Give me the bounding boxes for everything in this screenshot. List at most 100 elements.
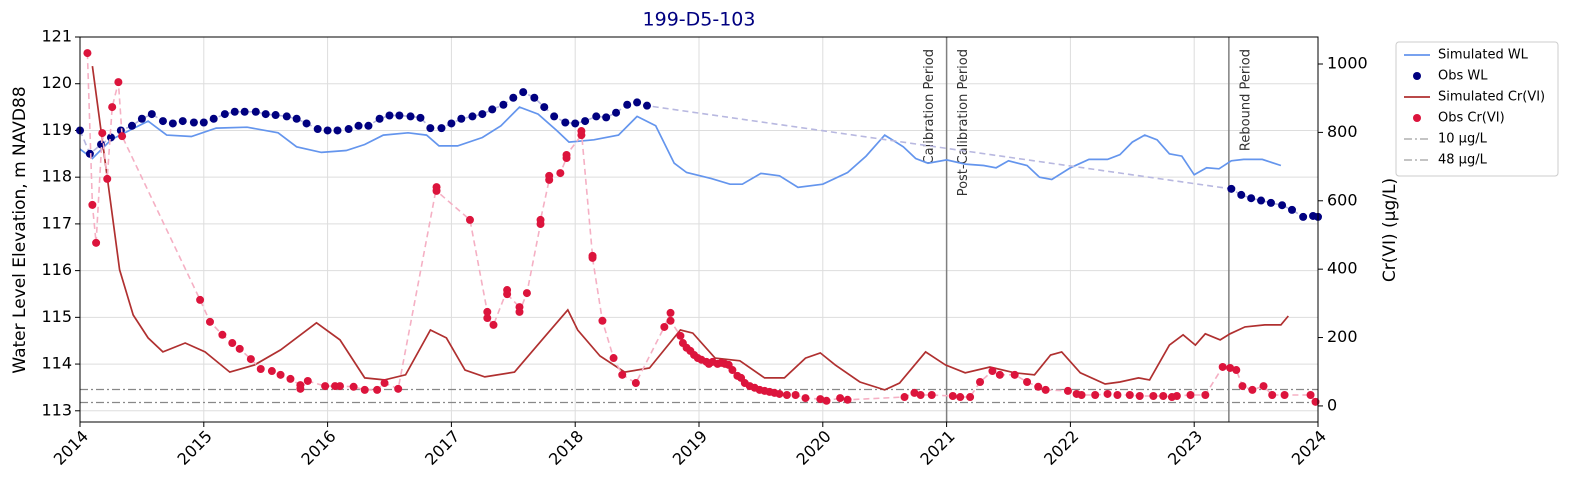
data-point [995,370,1004,379]
data-point [598,316,607,325]
data-point [354,121,363,130]
data-point [522,289,531,298]
data-point [349,382,358,391]
data-point [540,103,549,112]
data-point [1266,198,1275,207]
data-point [728,366,737,375]
period-label: Rebound Period [1238,49,1253,151]
data-point [623,100,632,109]
data-point [457,114,466,123]
x-tick-label: 2024 [1288,427,1330,469]
y2-tick-label: 1000 [1327,54,1368,73]
chart-title: 199-D5-103 [643,9,756,31]
data-point [1125,390,1134,399]
data-point [1227,184,1236,193]
data-point [571,119,580,128]
data-point [1299,212,1308,221]
data-point [676,331,685,340]
data-point [509,93,518,102]
data-point [303,376,312,385]
data-point [782,390,791,399]
series-connector [86,53,1317,403]
data-point [561,118,570,127]
x-tick-label: 2014 [50,427,92,469]
data-point [394,384,403,393]
data-point [581,117,590,126]
data-point [976,377,985,386]
data-point [465,215,474,224]
data-point [447,119,456,128]
data-point [88,200,97,209]
data-point [395,111,404,120]
data-point [127,121,136,130]
data-point [335,382,344,391]
plot-frame [79,36,1319,423]
data-point [437,124,446,133]
data-point [1218,362,1227,371]
data-point [1091,390,1100,399]
data-point [147,110,156,119]
data-point [1159,392,1168,401]
data-point [602,113,611,122]
data-point [562,150,571,159]
y-tick-label: 113 [41,400,72,419]
data-point [267,367,276,376]
data-point [92,238,101,247]
x-tick-label: 2021 [916,427,958,469]
data-point [791,390,800,399]
y2-tick-label: 400 [1327,259,1358,278]
data-point [1113,390,1122,399]
legend-label: Simulated WL [1438,48,1529,63]
x-tick-label: 2023 [1164,427,1206,469]
data-point [1103,389,1112,398]
data-point [218,330,227,339]
data-point [83,49,92,58]
legend-label: Obs WL [1438,69,1488,84]
data-point [1023,377,1032,386]
data-point [251,107,260,116]
data-point [836,394,845,403]
data-point [556,169,565,178]
data-point [108,103,117,112]
data-point [468,112,477,121]
y-tick-label: 114 [41,354,72,373]
data-point [643,101,652,110]
data-point [432,186,441,195]
data-point [106,133,115,142]
data-point [313,125,322,134]
legend-box [1395,41,1559,177]
data-point [240,107,249,116]
x-tick-label: 2017 [421,427,463,469]
data-point [988,367,997,376]
data-point [228,339,237,348]
data-point [158,117,167,126]
data-point [364,121,373,130]
period-label: Calibration Period [922,49,937,164]
data-point [178,117,187,126]
data-point [588,253,597,262]
data-point [966,393,975,402]
data-point [483,307,492,316]
data-point [220,110,229,119]
data-point [1149,392,1158,401]
data-point [816,395,825,404]
data-point [137,114,146,123]
data-point [98,129,107,138]
data-point [666,316,675,325]
data-point [209,114,218,123]
data-point [1248,385,1257,394]
data-point [916,390,925,399]
data-point [292,114,301,123]
data-point [948,392,957,401]
data-point [416,113,425,122]
data-point [1259,382,1268,391]
data-point [189,118,198,127]
data-point [483,314,492,323]
y2-tick-label: 800 [1327,122,1358,141]
data-point [550,112,559,121]
data-point [489,320,498,329]
data-point [775,389,784,398]
x-tick-label: 2016 [297,427,339,469]
data-point [631,379,640,388]
data-point [843,395,852,404]
